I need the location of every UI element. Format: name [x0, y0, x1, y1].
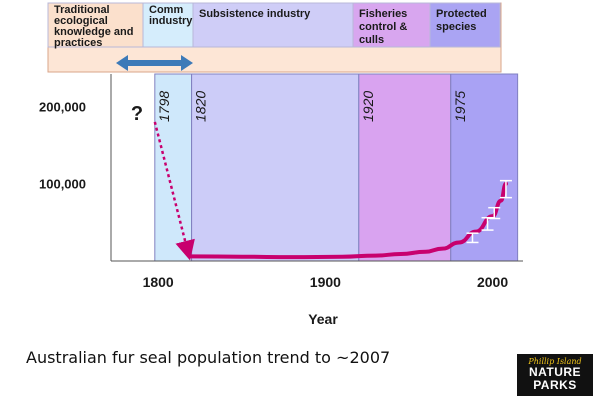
phase-label: Fisheries	[359, 8, 407, 20]
unknown-marker: ?	[131, 103, 143, 125]
logo-line-1: Phillip Island	[528, 357, 582, 366]
era-start-label: 1920	[360, 91, 376, 122]
x-tick-label: 1800	[143, 274, 174, 290]
error-bar	[499, 179, 512, 199]
phase-box	[47, 2, 144, 48]
estimated-decline-arrow	[153, 121, 195, 261]
caption: Australian fur seal population trend to …	[26, 348, 391, 367]
nature-parks-logo: Phillip Island NATURE PARKS	[517, 354, 593, 396]
phase-label: culls	[359, 34, 384, 46]
logo-line-2: NATURE	[528, 365, 582, 379]
phase-box	[429, 2, 501, 48]
era-band	[191, 73, 360, 262]
y-tick-label: 100,000	[39, 177, 86, 192]
phase-label: species	[436, 21, 476, 33]
phase-box	[352, 2, 431, 48]
phase-label: industry	[149, 15, 193, 27]
era-start-label: 1975	[452, 91, 468, 122]
era-band	[154, 73, 193, 262]
phase-label: Comm	[149, 4, 183, 16]
logo-line-3: PARKS	[533, 378, 577, 392]
transition-arrow-left-head	[116, 55, 128, 71]
phase-label: control &	[359, 21, 407, 33]
transition-arrow	[116, 55, 193, 71]
phase-label: practices	[54, 37, 102, 49]
phase-box	[142, 2, 194, 48]
era-band	[358, 73, 452, 262]
transition-arrow-right-head	[181, 55, 193, 71]
x-tick-label: 1900	[310, 274, 341, 290]
y-tick-label: 200,000	[39, 99, 86, 114]
era-start-label: 1820	[193, 91, 209, 122]
x-tick-label: 2000	[477, 274, 508, 290]
phase-label: ecological	[54, 15, 108, 27]
phase-label: Subsistence industry	[199, 8, 311, 20]
phase-label: Protected	[436, 8, 487, 20]
population-line	[189, 181, 508, 260]
phase-label: Traditional	[54, 4, 110, 16]
error-bar	[466, 232, 479, 244]
x-axis-title: Year	[308, 311, 338, 327]
phase-label: knowledge and	[54, 26, 133, 38]
error-bar	[488, 206, 501, 220]
era-start-label: 1798	[156, 91, 172, 122]
error-bar	[481, 216, 494, 231]
